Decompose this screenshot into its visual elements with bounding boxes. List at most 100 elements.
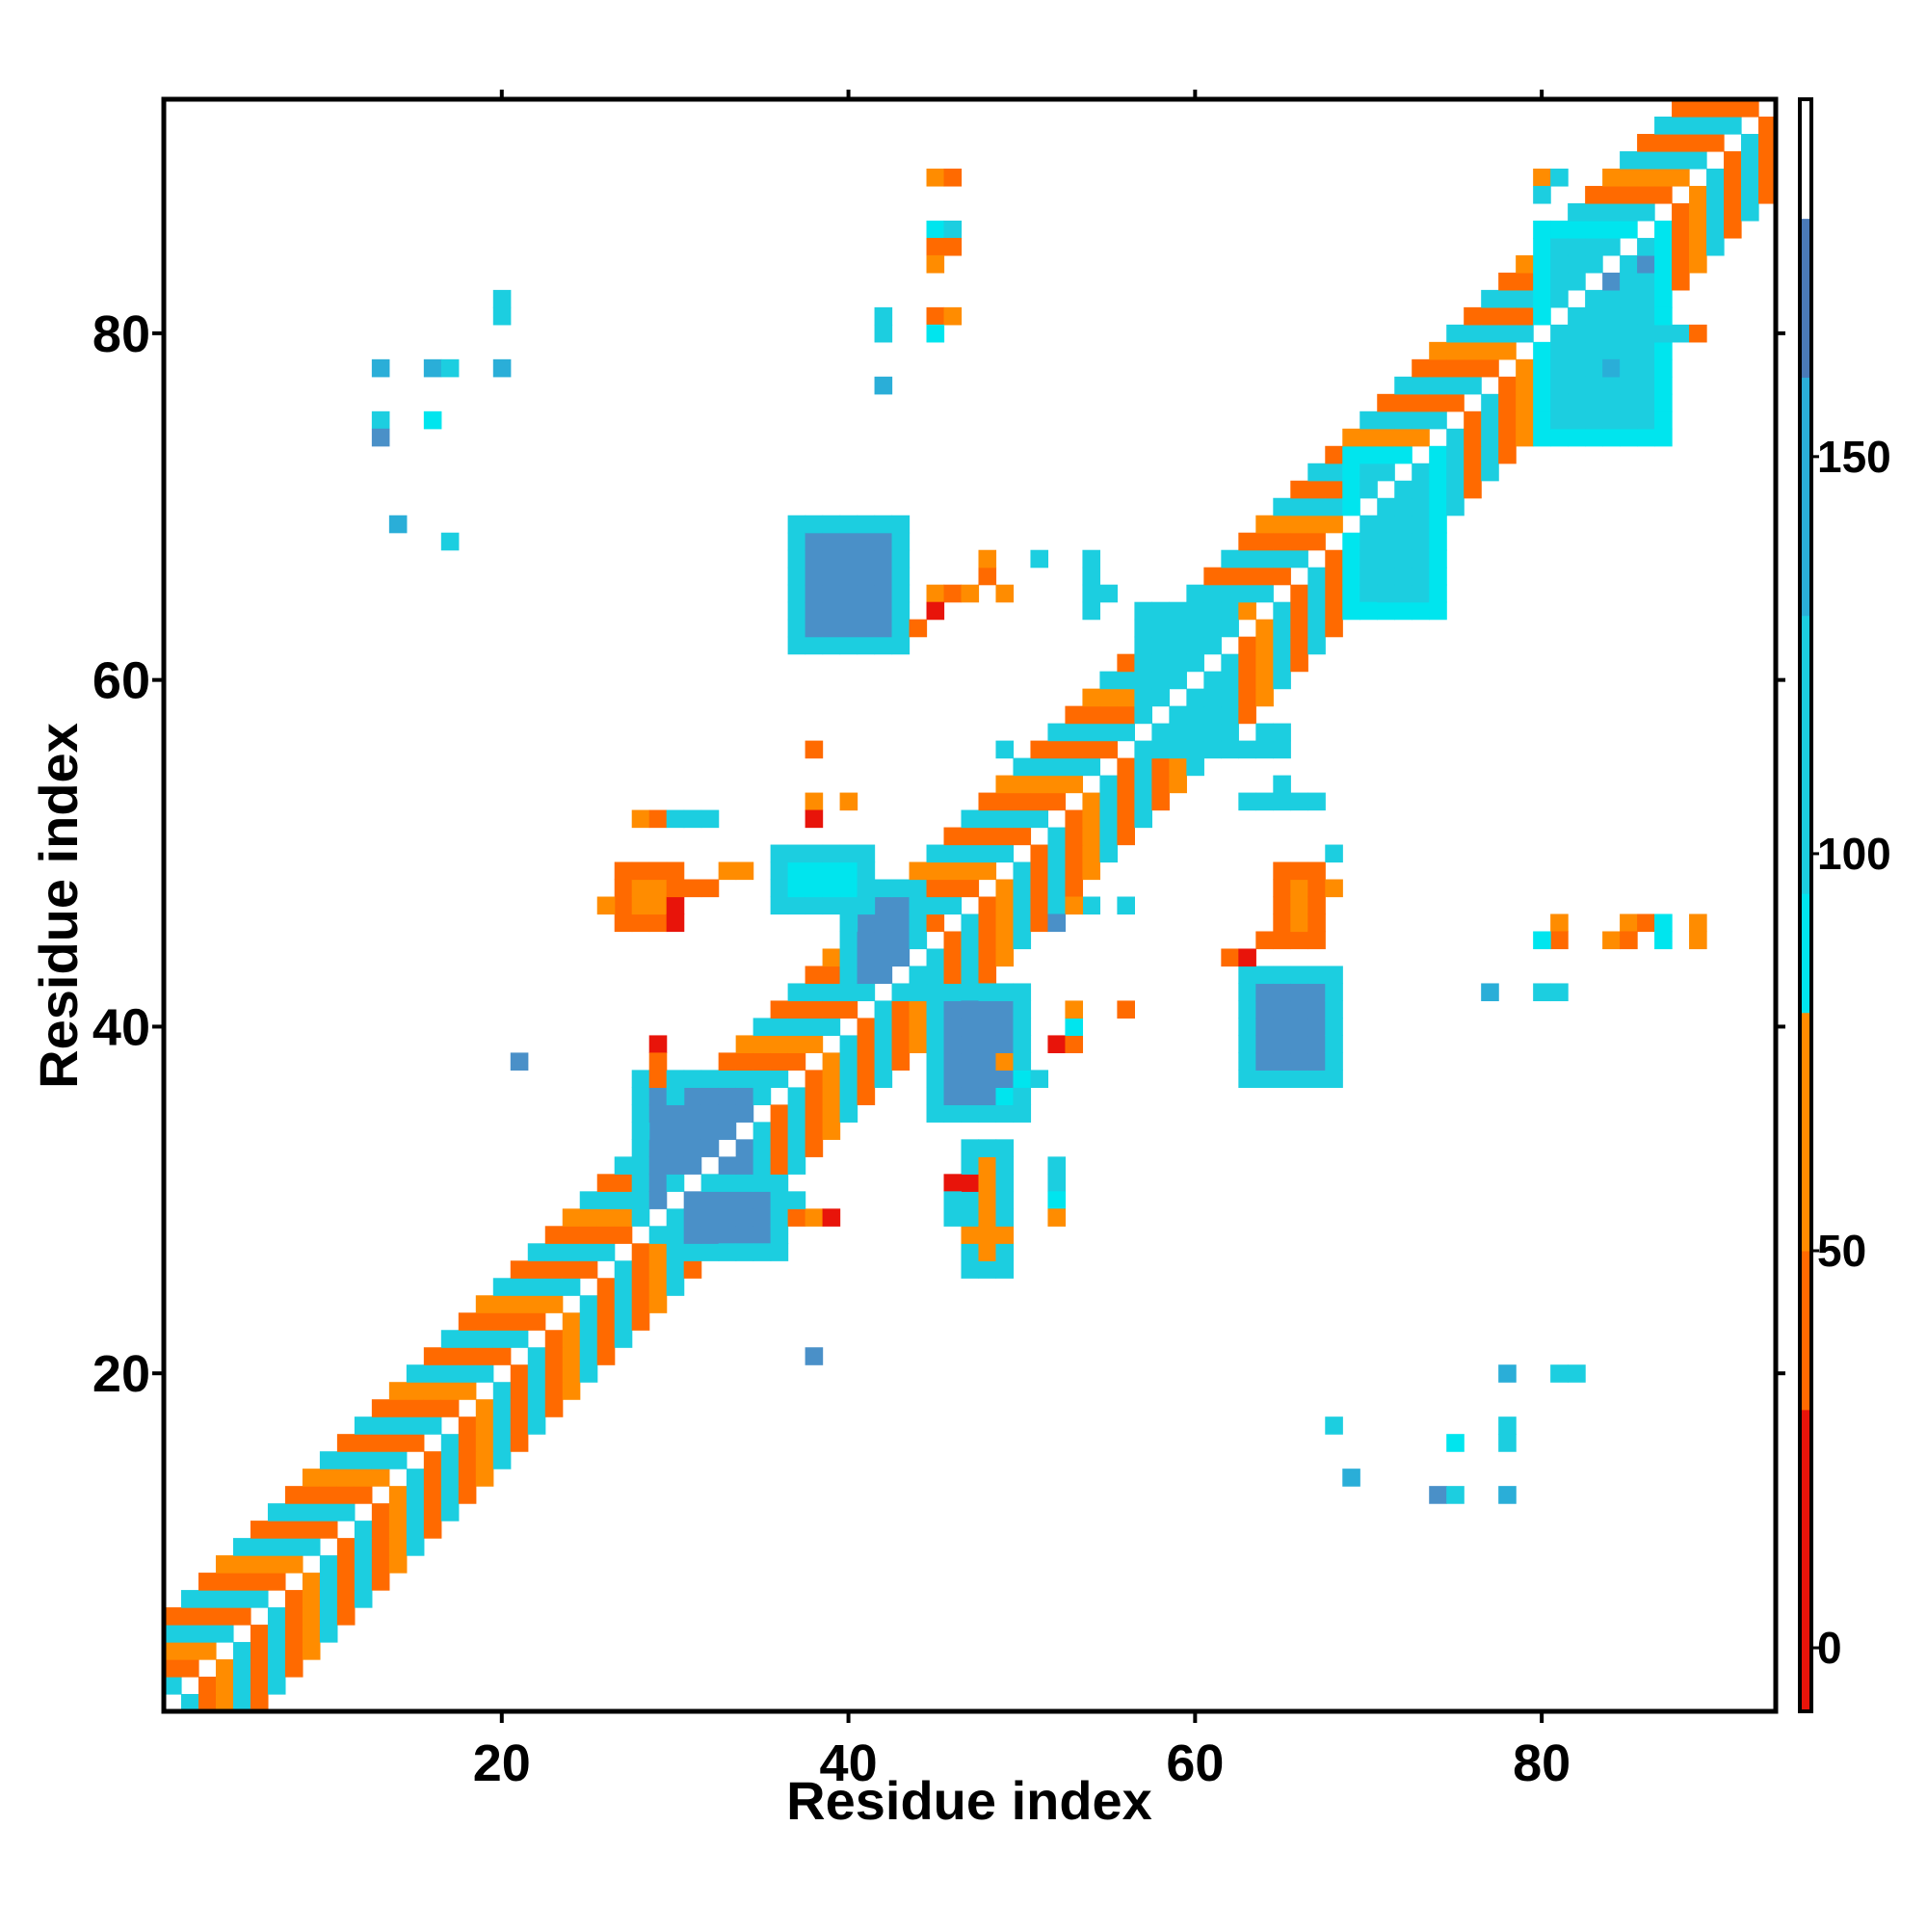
heatmap-cell [1464,410,1482,430]
heatmap-cell [1412,428,1430,447]
y-tick-label: 80 [92,305,150,363]
heatmap-cell [1013,1070,1032,1088]
heatmap-cell [319,1607,338,1626]
heatmap-cell [475,1330,494,1348]
heatmap-cell [267,1555,286,1574]
heatmap-cell [336,1590,356,1608]
heatmap-cell [1325,1035,1343,1054]
heatmap-cell [527,1260,546,1279]
heatmap-cell [857,1070,876,1088]
heatmap-cell [319,1555,338,1574]
heatmap-cell [1550,324,1569,343]
heatmap-cell [1481,445,1499,464]
heatmap-cell [787,1018,806,1037]
heatmap-cell [1013,913,1032,933]
heatmap-cell [1689,99,1707,118]
heatmap-cell [874,601,893,621]
heatmap-cell [926,861,945,881]
heatmap-cell [1446,376,1465,395]
heatmap-cell [995,983,1015,1002]
heatmap-cell [1654,358,1673,378]
heatmap-cell [614,1278,633,1296]
heatmap-cell [1325,515,1343,534]
heatmap-cell [250,1538,269,1556]
heatmap-cell [267,1521,286,1539]
heatmap-cell [1568,341,1586,360]
heatmap-cell [995,1191,1015,1209]
heatmap-cell [562,1364,581,1383]
heatmap-cell [614,913,633,933]
heatmap-cell [1602,289,1621,308]
heatmap-cell [1568,428,1586,447]
heatmap-cell [1325,1000,1343,1019]
heatmap-cell [700,1104,720,1123]
heatmap-cell [388,515,408,534]
heatmap-cell [1030,757,1049,777]
heatmap-cell [978,948,997,967]
y-axis-label: Residue index [28,723,89,1089]
heatmap-cell [995,896,1015,915]
heatmap-cell [164,1607,182,1626]
heatmap-cell [302,1607,321,1626]
heatmap-cell [961,1000,980,1019]
heatmap-cell [770,896,789,915]
heatmap-cell [926,324,945,343]
heatmap-cell [1394,584,1412,603]
heatmap-cell [475,1451,494,1469]
heatmap-cell [961,1087,980,1105]
heatmap-cell [700,1208,720,1227]
heatmap-cell [336,1503,356,1522]
heatmap-cell [1325,567,1343,586]
heatmap-cell [874,948,893,967]
heatmap-cell [1273,1035,1291,1054]
heatmap-cell [614,896,633,915]
heatmap-cell [1568,306,1586,326]
heatmap-cell [891,983,911,1002]
heatmap-cell [544,1295,564,1313]
heatmap-cell [631,1278,650,1296]
heatmap-cell [770,1174,789,1192]
heatmap-cell [857,1018,876,1037]
heatmap-cell [1429,410,1447,430]
colorbar-tick-label: 0 [1817,1623,1842,1673]
heatmap-cell [700,1087,720,1105]
heatmap-cell [406,1416,425,1435]
heatmap-cell [1620,306,1638,326]
heatmap-cell [1342,532,1360,551]
heatmap-cell [1359,463,1378,482]
heatmap-cell [1117,705,1135,725]
heatmap-cell [336,1486,356,1504]
heatmap-cell [891,1052,911,1071]
heatmap-cell [1533,168,1551,187]
heatmap-cell [1099,740,1119,759]
heatmap-cell [1429,358,1447,378]
heatmap-cell [735,1087,754,1105]
heatmap-cell [1221,601,1239,621]
heatmap-cell [1013,809,1032,829]
heatmap-cell [1550,237,1569,256]
heatmap-cell [510,1434,529,1452]
heatmap-cell [527,1347,546,1365]
heatmap-cell [1169,775,1187,794]
heatmap-cell [1533,237,1551,256]
heatmap-cell [440,532,460,551]
heatmap-cell [735,1104,754,1123]
heatmap-cell [891,913,911,933]
heatmap-cell [770,879,789,898]
heatmap-cell [1307,636,1326,655]
heatmap-cell [787,1191,806,1209]
heatmap-cell [822,601,841,621]
heatmap-cell [198,1573,217,1591]
heatmap-cell [1498,341,1517,360]
heatmap-cell [995,584,1015,603]
heatmap-cell [284,1555,304,1574]
heatmap-cell [839,619,858,638]
heatmap-cell [631,861,650,881]
heatmap-cell [527,1399,546,1417]
heatmap-cell [527,1295,546,1313]
heatmap-cell [1169,723,1187,742]
heatmap-cell [666,1104,685,1123]
heatmap-cell [995,1104,1015,1123]
heatmap-cell [1377,584,1395,603]
heatmap-cell [1238,966,1256,985]
